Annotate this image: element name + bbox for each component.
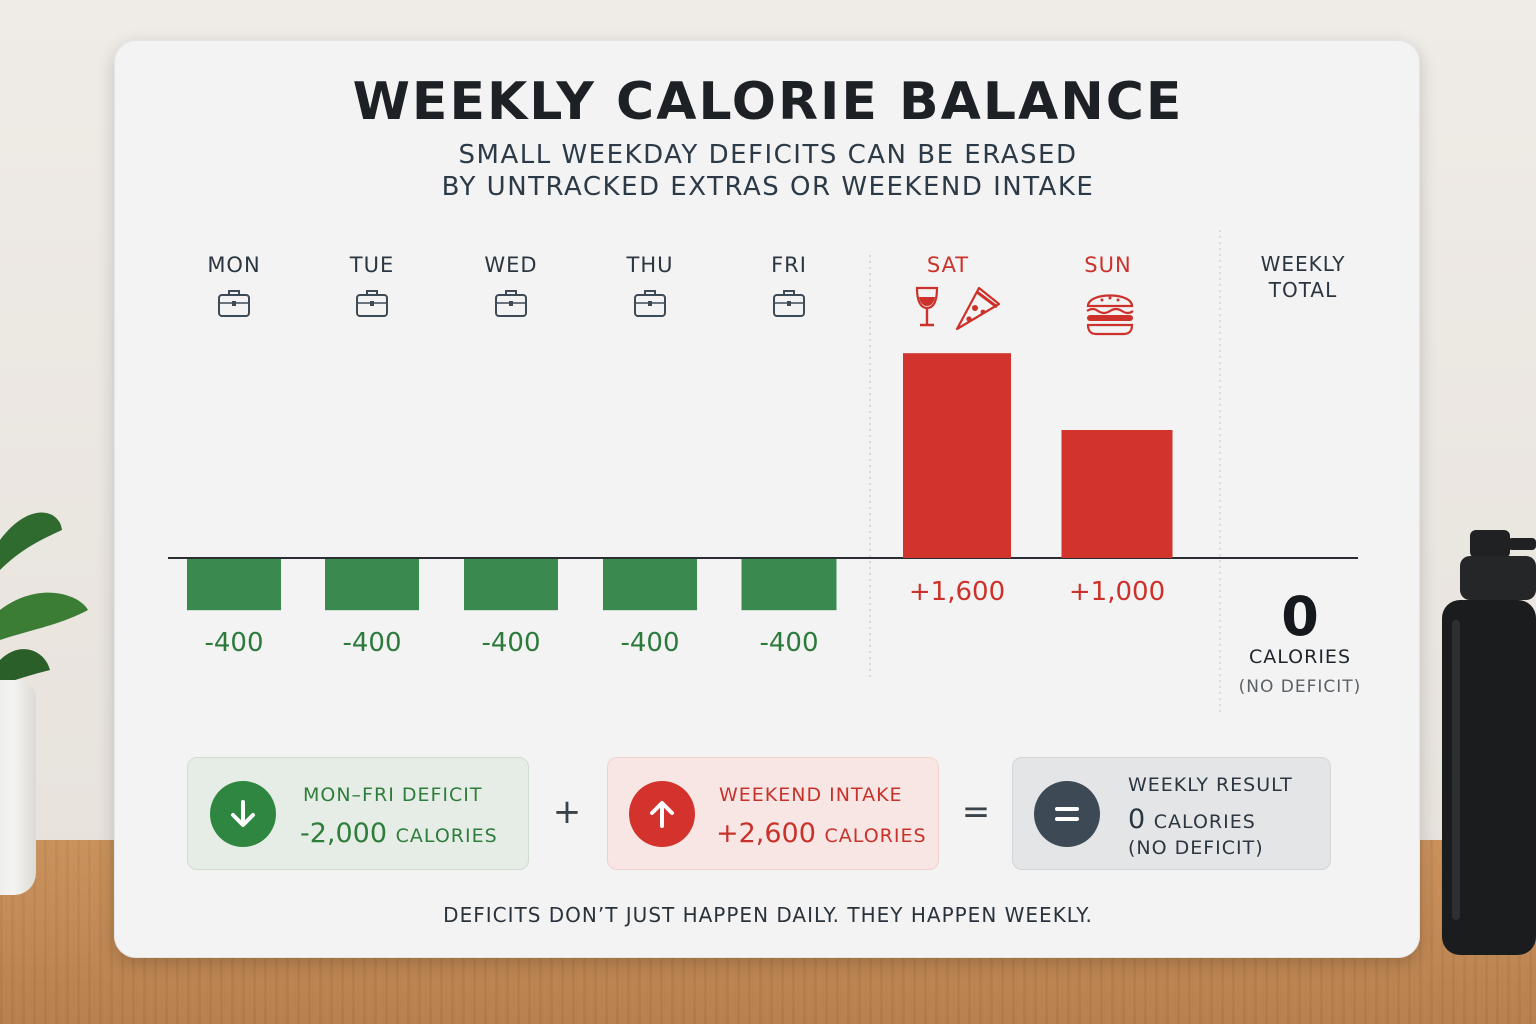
value-label-sun: +1,000 — [1069, 577, 1165, 607]
intake-unit: CALORIES — [824, 825, 927, 847]
result-unit: CALORIES — [1153, 811, 1256, 833]
value-label-thu: -400 — [620, 628, 679, 658]
deficit-label: MON–FRI DEFICIT — [303, 784, 483, 806]
bar-sun — [1061, 430, 1173, 558]
bar-sat — [903, 353, 1011, 558]
equals-icon — [1034, 781, 1100, 847]
weekly-total-unit: CALORIES — [1249, 646, 1351, 668]
day-label-thu: THU — [626, 253, 674, 277]
water-bottle — [1442, 530, 1536, 955]
page-title: WEEKLY CALORIE BALANCE — [352, 72, 1184, 132]
day-label-mon: MON — [207, 253, 260, 277]
result-note: (NO DEFICIT) — [1128, 837, 1264, 859]
briefcase-icon — [773, 290, 805, 317]
value-label-wed: -400 — [481, 628, 540, 658]
day-label-wed: WED — [484, 253, 537, 277]
deficit-value: -2,000 — [300, 818, 388, 849]
briefcase-icon — [218, 290, 250, 317]
deficit-unit: CALORIES — [395, 825, 498, 847]
intake-value: +2,600 — [716, 818, 816, 849]
bar-fri — [741, 559, 837, 611]
bar-tue — [325, 559, 419, 611]
bar-wed — [464, 559, 558, 611]
value-label-fri: -400 — [759, 628, 818, 658]
result-value-line: 0 CALORIES — [1128, 804, 1256, 835]
value-label-mon: -400 — [204, 628, 263, 658]
day-label-sun: SUN — [1084, 253, 1131, 277]
equals-operator: = — [961, 792, 991, 832]
arrow-down-icon — [210, 781, 276, 847]
plant-leaves — [0, 512, 88, 685]
day-label-sat: SAT — [927, 253, 969, 277]
total-header-line-1: WEEKLY — [1261, 252, 1346, 276]
footer-message: DEFICITS DON’T JUST HAPPEN DAILY. THEY H… — [443, 903, 1093, 927]
bar-thu — [603, 559, 697, 611]
bar-mon — [187, 559, 281, 611]
day-label-fri: FRI — [771, 253, 807, 277]
deficit-summary-card: MON–FRI DEFICIT -2,000 CALORIES — [187, 757, 529, 870]
arrow-up-icon — [629, 781, 695, 847]
wine-and-pizza-icon — [915, 286, 1001, 331]
briefcase-icon — [634, 290, 666, 317]
intake-label: WEEKEND INTAKE — [719, 784, 903, 806]
value-label-sat: +1,600 — [909, 577, 1005, 607]
plus-operator: + — [552, 792, 582, 832]
intake-value-line: +2,600 CALORIES — [716, 818, 927, 849]
subtitle-line-2: BY UNTRACKED EXTRAS OR WEEKEND INTAKE — [441, 172, 1095, 202]
value-label-tue: -400 — [342, 628, 401, 658]
result-label: WEEKLY RESULT — [1128, 774, 1293, 796]
result-value: 0 — [1128, 804, 1146, 835]
weekly-total-value: 0 — [1281, 585, 1319, 648]
burger-icon — [1086, 294, 1134, 336]
briefcase-icon — [356, 290, 388, 317]
day-label-tue: TUE — [349, 253, 394, 277]
plant-pot — [0, 680, 36, 895]
briefcase-icon — [495, 290, 527, 317]
total-header-line-2: TOTAL — [1268, 278, 1337, 302]
intake-summary-card: WEEKEND INTAKE +2,600 CALORIES — [607, 757, 939, 870]
weekly-total-note: (NO DEFICIT) — [1238, 677, 1362, 697]
deficit-value-line: -2,000 CALORIES — [300, 818, 498, 849]
result-summary-card: WEEKLY RESULT 0 CALORIES (NO DEFICIT) — [1012, 757, 1331, 870]
subtitle-line-1: SMALL WEEKDAY DEFICITS CAN BE ERASED — [458, 140, 1078, 170]
